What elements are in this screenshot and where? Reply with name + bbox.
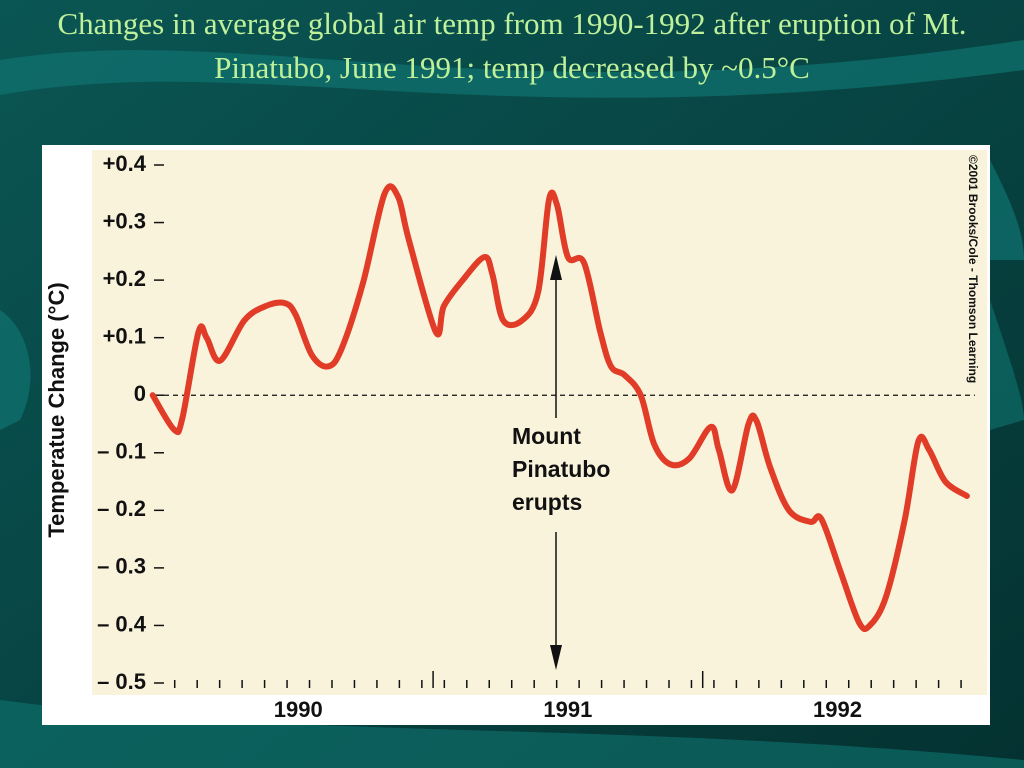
y-tick-label: – 0.1: [97, 439, 146, 464]
y-tick-label: – 0.3: [97, 554, 146, 579]
arrow-head: [550, 255, 562, 280]
arrow-head: [550, 645, 562, 670]
y-tick-label: – 0.4: [97, 611, 147, 636]
y-tick-label: +0.1: [103, 323, 146, 348]
temperature-line: [149, 183, 970, 632]
x-tick-label: 1990: [274, 697, 323, 722]
y-tick-label: +0.3: [103, 208, 146, 233]
credit: ©2001 Brooks/Cole - Thomson Learning: [966, 155, 980, 383]
annotation: erupts: [512, 489, 582, 515]
y-tick-label: +0.4: [103, 151, 147, 176]
x-tick-label: 1992: [813, 697, 862, 722]
y-tick-label: 0: [134, 381, 146, 406]
x-tick-label: 1991: [543, 697, 592, 722]
y-tick-label: – 0.5: [97, 669, 146, 694]
slide-title: Changes in average global air temp from …: [57, 6, 967, 85]
annotation: Pinatubo: [512, 456, 610, 482]
annotation: Mount: [512, 423, 581, 449]
y-axis-label: Temperatue Change (°C): [44, 282, 69, 537]
y-tick-label: +0.2: [103, 266, 146, 291]
y-tick-label: – 0.2: [97, 496, 146, 521]
plot-area: [92, 150, 987, 695]
